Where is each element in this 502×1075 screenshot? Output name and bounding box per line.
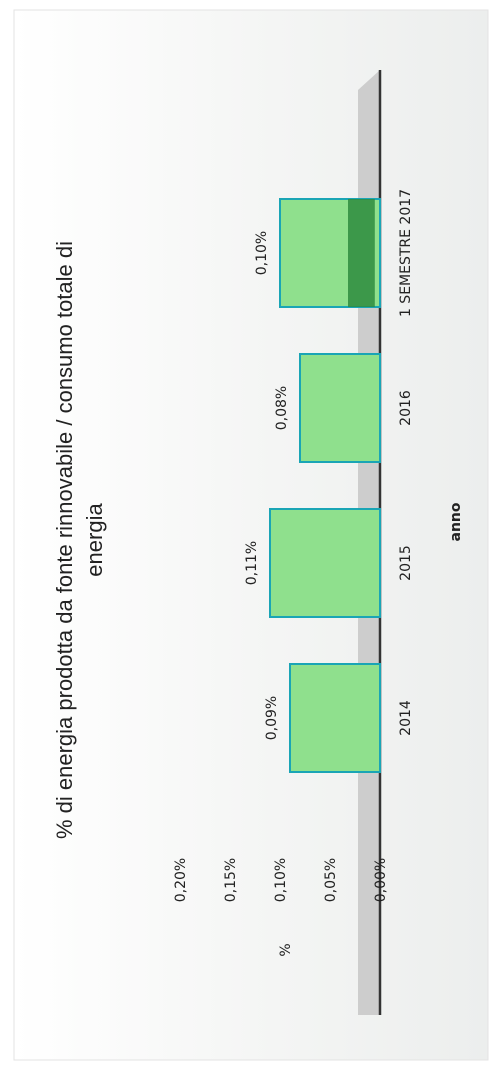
data-label: 0,09%	[264, 696, 280, 740]
chart-title-line-1: % di energia prodotta da fonte rinnovabi…	[52, 241, 77, 839]
y-tick-label: 0,20%	[173, 858, 189, 902]
x-tick-label: 1 SEMESTRE 2017	[398, 189, 414, 317]
data-label: 0,11%	[244, 541, 260, 585]
y-tick-label: 0,15%	[223, 858, 239, 902]
y-tick-label: 0,00%	[373, 858, 389, 902]
x-tick-label: 2015	[398, 545, 414, 581]
data-label: 0,10%	[254, 231, 270, 275]
plot-panel	[13, 9, 489, 1061]
bar-front-face	[299, 353, 381, 463]
y-axis-title: %	[278, 943, 294, 956]
bar	[299, 353, 381, 463]
bar	[289, 663, 381, 773]
bar-front-face	[289, 663, 381, 773]
bar	[269, 508, 381, 618]
chart-title-line-2: energia	[82, 503, 107, 577]
x-tick-label: 2014	[398, 700, 414, 736]
x-axis-title: anno	[448, 502, 464, 541]
bar	[279, 198, 381, 308]
y-tick-label: 0,05%	[323, 858, 339, 902]
x-tick-label: 2016	[398, 390, 414, 426]
bar-front-face	[269, 508, 381, 618]
y-tick-label: 0,10%	[273, 858, 289, 902]
data-label: 0,08%	[274, 386, 290, 430]
bar-shadow-face	[348, 199, 375, 307]
